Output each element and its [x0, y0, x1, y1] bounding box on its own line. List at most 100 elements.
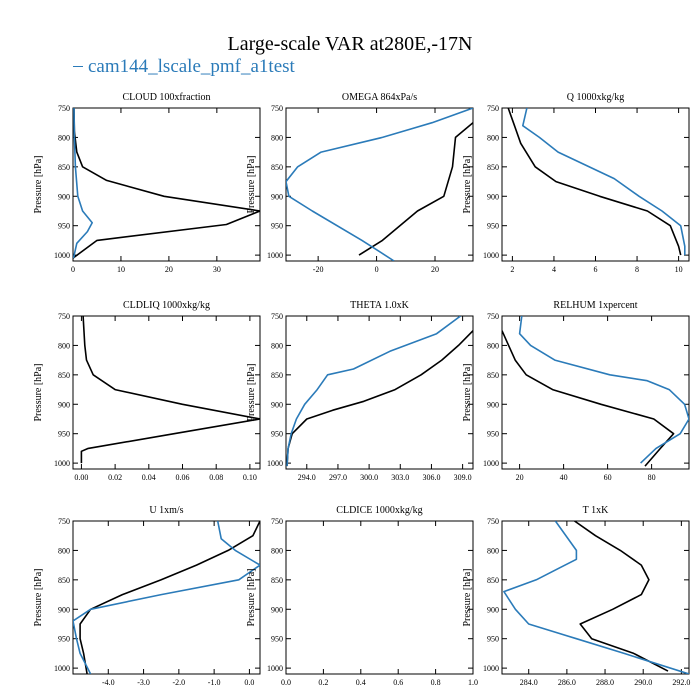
- y-tick-label: 900: [58, 605, 70, 614]
- x-tick-label: 288.0: [596, 678, 614, 687]
- legend: cam144_lscale_pmf_a1test: [73, 56, 295, 78]
- x-tick-label: 0.6: [393, 678, 403, 687]
- x-tick-label: 0.0: [281, 678, 291, 687]
- x-tick-label: -1.0: [208, 678, 221, 687]
- panel-title: Q 1000xkg/kg: [567, 92, 625, 103]
- x-tick-label: 0.0: [244, 678, 254, 687]
- y-tick-label: 900: [271, 605, 283, 614]
- y-tick-label: 900: [487, 605, 499, 614]
- y-tick-label: 750: [271, 517, 283, 526]
- panel-title: THETA 1.0xK: [350, 300, 409, 311]
- y-tick-label: 900: [271, 400, 283, 409]
- y-tick-label: 1000: [483, 459, 499, 468]
- y-tick-label: 750: [487, 517, 499, 526]
- y-tick-label: 750: [271, 104, 283, 113]
- panel-1: CLOUD 100xfraction Pressure [hPa] 750 800 85…: [33, 92, 261, 274]
- series-line-1: [286, 330, 473, 467]
- x-tick-label: -2.0: [173, 678, 186, 687]
- x-tick-label: 303.0: [391, 473, 409, 482]
- x-tick-label: 60: [604, 473, 612, 482]
- y-axis-label: Pressure [hPa]: [33, 155, 44, 213]
- y-tick-label: 850: [58, 163, 70, 172]
- y-tick-label: 750: [487, 104, 499, 113]
- x-tick-label: 10: [117, 265, 125, 274]
- y-tick-label: 750: [58, 104, 70, 113]
- plot-frame: [285, 107, 474, 262]
- y-tick-label: 850: [271, 371, 283, 380]
- series-line-1: [507, 108, 682, 256]
- panel-title: RELHUM 1xpercent: [553, 300, 637, 311]
- y-tick-label: 900: [271, 192, 283, 201]
- y-tick-label: 1000: [483, 664, 499, 673]
- x-tick-label: 0.8: [431, 678, 441, 687]
- plot-frame: [501, 520, 690, 675]
- x-tick-label: 1.0: [468, 678, 478, 687]
- x-tick-label: 20: [516, 473, 524, 482]
- y-tick-label: 750: [58, 312, 70, 321]
- series-line-2: [286, 316, 461, 467]
- x-tick-label: -3.0: [137, 678, 150, 687]
- y-axis-label: Pressure [hPa]: [246, 363, 257, 421]
- y-tick-label: 950: [271, 635, 283, 644]
- x-tick-label: 6: [594, 265, 598, 274]
- y-tick-label: 1000: [267, 251, 283, 260]
- x-tick-label: 0.00: [74, 473, 88, 482]
- y-tick-label: 1000: [54, 251, 70, 260]
- series-line-2: [73, 521, 260, 674]
- y-tick-label: 900: [58, 400, 70, 409]
- x-tick-label: 286.0: [558, 678, 576, 687]
- x-tick-label: 20: [165, 265, 173, 274]
- y-tick-label: 1000: [267, 459, 283, 468]
- x-tick-label: 0.10: [243, 473, 257, 482]
- panel-6: RELHUM 1xpercent Pressure [hPa] 750 800 850 9…: [462, 300, 690, 482]
- x-tick-label: 0.02: [108, 473, 122, 482]
- y-tick-label: 800: [58, 546, 70, 555]
- panel-title: T 1xK: [583, 505, 609, 516]
- y-tick-label: 950: [487, 635, 499, 644]
- x-tick-label: 0: [71, 265, 75, 274]
- y-tick-label: 1000: [267, 664, 283, 673]
- series-line-1: [358, 122, 473, 256]
- series-line-2: [286, 108, 473, 261]
- y-tick-label: 950: [271, 430, 283, 439]
- plot-frame: [72, 107, 261, 262]
- panel-5: THETA 1.0xK Pressure [hPa] 750 800 850 900 950…: [246, 300, 474, 482]
- x-tick-label: 0.2: [318, 678, 328, 687]
- x-tick-label: 300.0: [360, 473, 378, 482]
- y-tick-label: 850: [487, 576, 499, 585]
- x-tick-label: 306.0: [422, 473, 440, 482]
- series-line-2: [521, 108, 686, 256]
- y-tick-label: 950: [58, 635, 70, 644]
- x-tick-label: 290.0: [634, 678, 652, 687]
- plot-frame: [72, 315, 261, 470]
- y-tick-label: 950: [271, 222, 283, 231]
- plot-frame: [501, 315, 690, 470]
- y-axis-label: Pressure [hPa]: [33, 363, 44, 421]
- series-line-1: [73, 108, 260, 259]
- x-tick-label: 297.0: [329, 473, 347, 482]
- series-line-1: [502, 330, 675, 467]
- panel-title: CLDICE 1000xkg/kg: [336, 505, 422, 516]
- y-axis-label: Pressure [hPa]: [246, 568, 257, 626]
- figure-title: Large-scale VAR at280E,-17N: [227, 33, 473, 55]
- y-axis-label: Pressure [hPa]: [462, 363, 473, 421]
- y-tick-label: 1000: [54, 664, 70, 673]
- panel-4: CLDLIQ 1000xkg/kg Pressure [hPa] 750 800 850…: [33, 300, 261, 482]
- y-tick-label: 850: [271, 576, 283, 585]
- series-line-2: [518, 316, 689, 464]
- plot-frame: [285, 315, 474, 470]
- x-tick-label: 40: [560, 473, 568, 482]
- y-axis-label: Pressure [hPa]: [246, 155, 257, 213]
- x-tick-label: 10: [675, 265, 683, 274]
- panel-title: OMEGA 864xPa/s: [342, 92, 417, 103]
- y-tick-label: 750: [487, 312, 499, 321]
- y-tick-label: 950: [58, 222, 70, 231]
- x-tick-label: 294.0: [298, 473, 316, 482]
- series-line-1: [574, 521, 669, 672]
- x-tick-label: 0: [375, 265, 379, 274]
- y-tick-label: 800: [271, 546, 283, 555]
- y-tick-label: 800: [487, 546, 499, 555]
- y-tick-label: 1000: [54, 459, 70, 468]
- x-tick-label: 292.0: [672, 678, 690, 687]
